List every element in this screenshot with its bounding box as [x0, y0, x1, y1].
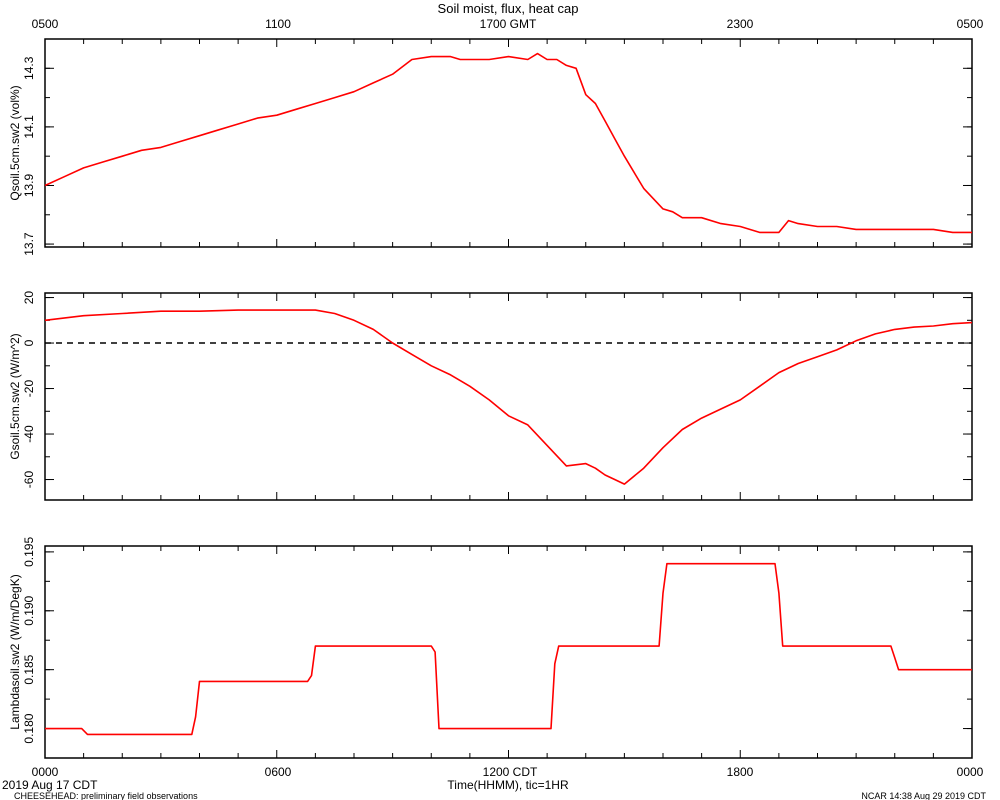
y-tick-label: 20: [22, 291, 36, 305]
chart-title: Soil moist, flux, heat cap: [438, 1, 579, 16]
footer-date: 2019 Aug 17 CDT: [2, 778, 98, 792]
data-line: [45, 562, 972, 736]
y-tick-label: 0.190: [22, 595, 36, 625]
top-tick-label: 0500: [957, 17, 984, 31]
plot-frame: [44, 545, 973, 759]
bottom-axis-ticks: 0000 0600 1200 CDT 1800 0000: [32, 765, 984, 779]
y-tick-label: 0.185: [22, 654, 36, 684]
y-tick-label: 0.180: [22, 713, 36, 743]
y-tick-label: -20: [22, 380, 36, 398]
y-tick-label: 0.195: [22, 537, 36, 567]
footer-project: CHEESEHEAD: preliminary field observatio…: [14, 791, 198, 800]
bottom-tick-label: 0000: [957, 765, 984, 779]
plot-frame: [44, 38, 973, 248]
y-axis-label: Gsoil.5cm.sw2 (W/m^2): [8, 333, 22, 459]
y-tick-label: 14.1: [22, 115, 36, 139]
y-tick-label: -60: [22, 471, 36, 489]
data-line: [44, 309, 973, 485]
top-tick-label: 0500: [32, 17, 59, 31]
y-tick-label: 14.3: [22, 56, 36, 80]
top-tick-label: 1700 GMT: [480, 17, 537, 31]
x-axis-label: Time(HHMM), tic=1HR: [447, 778, 569, 792]
top-tick-label: 2300: [727, 17, 754, 31]
bottom-tick-label: 1200 CDT: [483, 765, 538, 779]
y-axis-label: Qsoil.5cm.sw2 (vol%): [8, 85, 22, 200]
data-line: [44, 52, 972, 234]
bottom-tick-label: 0600: [265, 765, 292, 779]
top-tick-label: 1100: [265, 17, 291, 31]
bottom-tick-label: 1800: [727, 765, 754, 779]
y-tick-label: 13.7: [22, 232, 36, 256]
bottom-tick-label: 0000: [32, 765, 59, 779]
y-tick-label: -40: [22, 425, 36, 443]
y-tick-label: 0: [22, 339, 36, 346]
y-tick-label: 13.9: [22, 173, 36, 197]
y-axis-label: Lambdasoil.sw2 (W/m/DegK): [8, 574, 22, 729]
top-axis-ticks: 0500 1100 1700 GMT 2300 0500: [32, 17, 984, 31]
footer-stamp: NCAR 14:38 Aug 29 2019 CDT: [861, 791, 986, 800]
plot-frame: [44, 292, 973, 501]
